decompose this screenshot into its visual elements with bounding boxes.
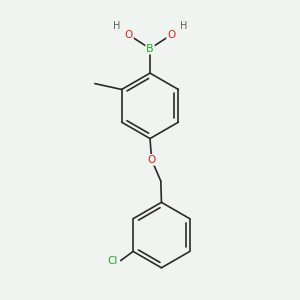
Text: O: O bbox=[148, 155, 156, 165]
Text: B: B bbox=[146, 44, 154, 54]
Text: O: O bbox=[124, 30, 133, 40]
Text: Cl: Cl bbox=[107, 256, 117, 266]
Text: H: H bbox=[112, 21, 120, 31]
Text: H: H bbox=[180, 21, 188, 31]
Text: O: O bbox=[167, 30, 176, 40]
